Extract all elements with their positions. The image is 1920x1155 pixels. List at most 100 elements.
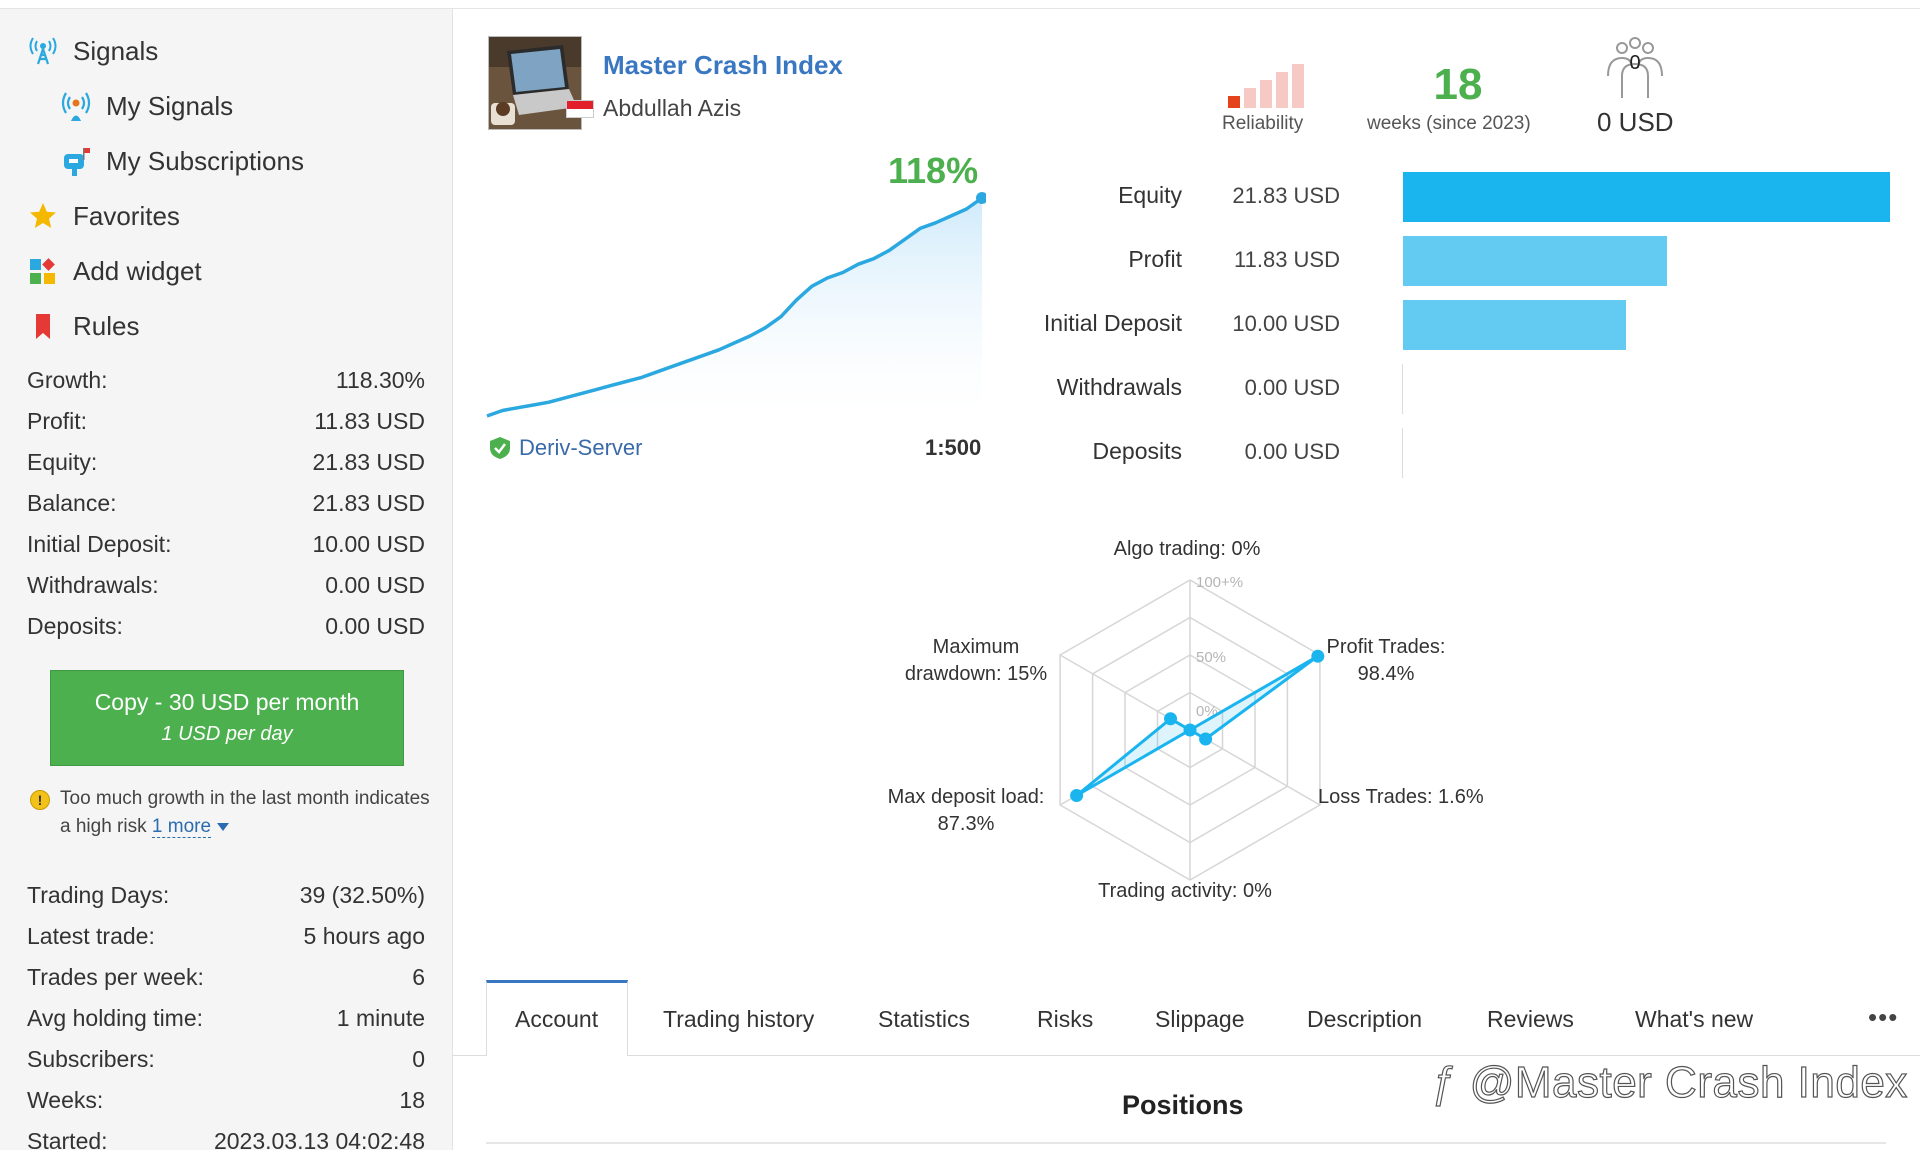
reliability-bar xyxy=(1292,64,1304,108)
tab-trading-history[interactable]: Trading history xyxy=(663,1006,815,1032)
radar-label-profit: Profit Trades: 98.4% xyxy=(1326,636,1446,685)
radar-point xyxy=(1199,732,1213,746)
growth-line xyxy=(486,196,984,418)
stat-avg-holding-time: Avg holding time: 1 minute xyxy=(27,1005,425,1032)
radar-ring-label: 100+% xyxy=(1196,574,1243,591)
radar-label-loss: Loss Trades: 1.6% xyxy=(1318,786,1484,808)
growth-area xyxy=(487,198,982,418)
menu-my-signals[interactable]: My Signals xyxy=(60,90,233,122)
bar-label: Deposits xyxy=(1092,438,1182,464)
more-tabs-icon[interactable]: ••• xyxy=(1868,1002,1899,1032)
radar-label-algo: Algo trading: 0% xyxy=(1113,538,1261,560)
tab-account[interactable]: Account xyxy=(486,980,628,1056)
subscribers-count: 0 xyxy=(1629,52,1641,74)
stat-value: 0 xyxy=(412,1046,425,1072)
stat-deposits: Deposits: 0.00 USD xyxy=(27,613,425,640)
bookmark-icon xyxy=(27,310,59,342)
antenna-icon xyxy=(27,35,59,67)
tab-reviews[interactable]: Reviews xyxy=(1487,1006,1574,1032)
tab-whats-new[interactable]: What's new xyxy=(1635,1006,1754,1032)
bar-equity xyxy=(1403,172,1890,222)
stat-latest-trade: Latest trade: 5 hours ago xyxy=(27,923,425,950)
tab-account-label: Account xyxy=(515,1006,599,1032)
tab-statistics[interactable]: Statistics xyxy=(878,1006,971,1032)
stat-started: Started: 2023.03.13 04:02:48 xyxy=(27,1128,425,1155)
stat-value: 18 xyxy=(399,1087,425,1113)
radar-label-drawdown: Maximum drawdown: 15% xyxy=(904,636,1048,685)
radar-point xyxy=(1070,788,1084,802)
menu-favorites[interactable]: Favorites xyxy=(27,200,180,232)
stat-label: Equity: xyxy=(27,449,98,475)
reliability-bar xyxy=(1244,88,1256,108)
copy-button-price: Copy - 30 USD per month xyxy=(94,689,360,715)
stat-value: 0.00 USD xyxy=(325,613,425,639)
chevron-down-icon[interactable] xyxy=(217,822,230,831)
stat-label: Subscribers: xyxy=(27,1046,155,1072)
bar-label: Equity xyxy=(1118,182,1182,208)
tab-risks[interactable]: Risks xyxy=(1037,1006,1094,1032)
radar-axis xyxy=(1189,729,1321,806)
stat-subscribers: Subscribers: 0 xyxy=(27,1046,425,1073)
tab-slippage[interactable]: Slippage xyxy=(1155,1006,1245,1032)
bar-label: Profit xyxy=(1128,246,1182,272)
stat-label: Latest trade: xyxy=(27,923,155,949)
leverage-value: 1:500 xyxy=(925,435,982,460)
stat-value: 5 hours ago xyxy=(303,923,425,949)
warning-more-link[interactable]: 1 more xyxy=(151,816,212,838)
radar-series-area xyxy=(1075,654,1319,797)
stat-label: Avg holding time: xyxy=(27,1005,204,1031)
menu-signals-label: Signals xyxy=(73,35,159,66)
author-name[interactable]: Abdullah Azis xyxy=(603,95,742,121)
radar-point xyxy=(1164,712,1178,726)
stat-value: 21.83 USD xyxy=(312,449,425,475)
stat-label: Trading Days: xyxy=(27,882,170,908)
bar-initial-deposit xyxy=(1403,300,1627,350)
signal-broadcast-icon xyxy=(60,90,92,122)
radar-chart: 100+%50%0% xyxy=(1059,574,1325,881)
stat-label: Started: xyxy=(27,1128,108,1154)
server-link[interactable]: Deriv-Server xyxy=(519,435,643,460)
reliability-bar xyxy=(1276,72,1288,108)
warning-text: Too much growth in the last month indica… xyxy=(60,788,430,837)
stat-initial-deposit: Initial Deposit: 10.00 USD xyxy=(27,531,425,558)
menu-favorites-label: Favorites xyxy=(73,200,180,231)
stat-label: Deposits: xyxy=(27,613,123,639)
signal-title[interactable]: Master Crash Index xyxy=(603,50,843,80)
stat-label: Weeks: xyxy=(27,1087,104,1113)
verified-shield-icon xyxy=(490,437,510,459)
bar-label: Initial Deposit xyxy=(1043,310,1182,336)
radar-label-deposit-load: Max deposit load: 87.3% xyxy=(887,786,1045,835)
stat-trading-days: Trading Days: 39 (32.50%) xyxy=(27,882,425,909)
menu-add-widget[interactable]: Add widget xyxy=(27,255,202,287)
menu-signals[interactable]: Signals xyxy=(27,35,158,67)
bar-value: 11.83 USD xyxy=(1234,247,1340,272)
stat-label: Growth: xyxy=(27,367,108,393)
weeks-count: 18 xyxy=(1433,60,1483,109)
menu-my-subscriptions[interactable]: My Subscriptions xyxy=(60,145,304,177)
bar-value: 21.83 USD xyxy=(1232,183,1340,208)
sidebar: Signals My Signals My Subscriptions Favo… xyxy=(0,9,453,1154)
radar-center-point xyxy=(1183,723,1197,737)
stat-growth: Growth: 118.30% xyxy=(27,367,425,394)
country-flag-icon xyxy=(566,100,594,118)
tab-description[interactable]: Description xyxy=(1307,1006,1423,1032)
menu-rules[interactable]: Rules xyxy=(27,310,139,342)
subscribers-icon xyxy=(1607,37,1663,98)
reliability-bar xyxy=(1260,80,1272,108)
radar-label-activity: Trading activity: 0% xyxy=(1098,880,1272,902)
subscribers-amount: 0 USD xyxy=(1597,107,1674,137)
copy-button-daily: 1 USD per day xyxy=(161,723,293,745)
stat-balance: Balance: 21.83 USD xyxy=(27,490,425,517)
mailbox-icon xyxy=(60,145,92,177)
reliability-bars-icon xyxy=(1228,64,1304,108)
stat-profit: Profit: 11.83 USD xyxy=(27,408,425,435)
growth-percent: 118% xyxy=(888,150,979,191)
warning-icon: ! xyxy=(30,790,50,810)
copy-subscribe-button[interactable]: Copy - 30 USD per month 1 USD per day xyxy=(50,670,404,766)
bar-withdrawals xyxy=(1402,364,1403,414)
stat-value: 0.00 USD xyxy=(325,572,425,598)
menu-add-widget-label: Add widget xyxy=(73,255,202,286)
stat-label: Profit: xyxy=(27,408,88,434)
radar-point xyxy=(1311,649,1325,663)
section-title: Positions xyxy=(1122,1090,1244,1120)
